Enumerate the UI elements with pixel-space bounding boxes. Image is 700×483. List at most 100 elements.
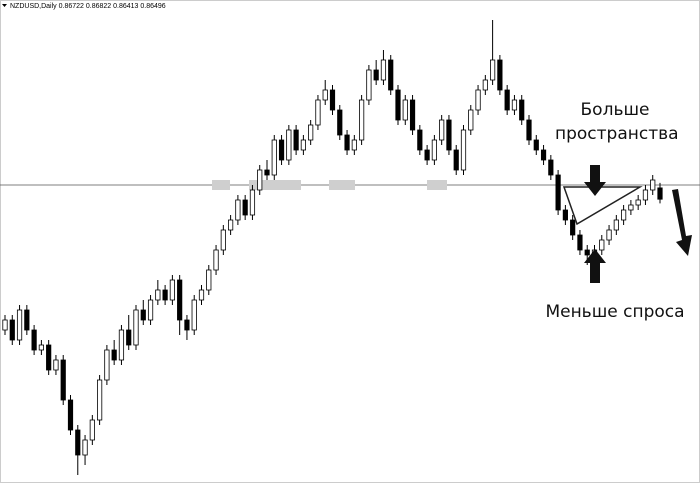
candle-body (482, 79, 488, 91)
candle-body (278, 139, 285, 161)
candle-body (417, 129, 423, 151)
candle-body (31, 329, 37, 351)
candle-body (344, 134, 350, 151)
candle-body (540, 149, 547, 161)
candle-body (599, 239, 605, 251)
candle-body (155, 289, 161, 301)
candle-body (97, 379, 103, 421)
candle-body (126, 329, 132, 346)
level-touch (427, 180, 447, 190)
candle-body (577, 234, 583, 251)
candle-body (504, 89, 510, 111)
candle-body (606, 229, 612, 241)
level-touch (329, 180, 355, 190)
candle-body (409, 99, 416, 131)
candle-body (453, 149, 459, 171)
candle-body (235, 199, 241, 221)
candle-body (118, 329, 125, 361)
candle-body (373, 69, 379, 81)
candle-body (206, 269, 212, 291)
level-touch (212, 180, 230, 190)
candle-body (322, 89, 328, 101)
candle-body (67, 399, 74, 431)
annotation: Больше пространства (555, 100, 679, 144)
candle-body (424, 149, 430, 161)
candle-body (431, 139, 437, 161)
candle-body (249, 189, 256, 216)
header-icon (2, 4, 7, 7)
candle-body (220, 229, 226, 251)
candle-body (315, 99, 321, 126)
candle-body (111, 349, 117, 361)
arrow-fall (672, 189, 692, 256)
candle-body (104, 349, 110, 381)
candle-body (439, 119, 445, 141)
candle-body (635, 199, 641, 206)
annotation: Меньше спроса (545, 302, 685, 322)
candle-body (264, 169, 270, 176)
candle-body (475, 89, 481, 111)
candle-body (490, 59, 496, 81)
candle-body (300, 139, 306, 151)
candle-body (642, 189, 649, 201)
candle-body (46, 344, 52, 371)
candle-body (242, 199, 248, 216)
candle-body (650, 179, 656, 191)
candle-body (2, 319, 8, 331)
candle-body (89, 419, 95, 441)
candle-body (53, 359, 59, 371)
candle-body (555, 174, 561, 211)
candle-body (446, 119, 452, 151)
candle-body (16, 309, 23, 341)
arrow-up (584, 249, 606, 283)
candle-body (366, 69, 372, 101)
candle-body (133, 309, 139, 346)
candle-body (9, 319, 15, 341)
candle-body (228, 219, 234, 231)
candle-body (271, 139, 277, 176)
candle-body (621, 209, 627, 221)
candle-body (380, 59, 387, 81)
candle-body (140, 309, 146, 321)
candle-body (169, 279, 175, 301)
candle-body (519, 99, 525, 121)
candle-body (337, 109, 343, 136)
arrow-down (584, 165, 606, 196)
candle-body (526, 119, 532, 141)
candle-body (395, 89, 401, 121)
candle-body (60, 359, 66, 401)
candle-body (75, 429, 81, 456)
candle-body (308, 124, 314, 141)
candle-body (191, 299, 197, 331)
candle-body (198, 289, 205, 301)
chart-title: NZDUSD,Daily 0.86722 0.86822 0.86413 0.8… (10, 3, 166, 10)
candle-body (628, 204, 634, 211)
candle-body (548, 159, 554, 176)
candle-body (533, 139, 539, 151)
candle-body (351, 139, 357, 151)
candle-body (38, 344, 44, 351)
candle-body (511, 99, 518, 111)
candle-body (584, 249, 590, 256)
candle-body (24, 309, 30, 331)
candle-body (402, 99, 408, 121)
highlights (212, 180, 447, 190)
candle-body (293, 129, 299, 151)
candle-body (497, 59, 503, 91)
candle-body (213, 249, 219, 271)
candle-body (570, 219, 576, 236)
candle-body (359, 99, 365, 141)
candle-body (147, 299, 154, 321)
candle-body (388, 59, 394, 91)
candle-body (613, 219, 619, 231)
candle-body (562, 209, 568, 221)
candle-body (82, 439, 88, 456)
level-touch (249, 180, 301, 190)
candle-body (162, 289, 168, 301)
candle-body (460, 129, 467, 171)
candle-body (177, 279, 183, 321)
candle-body (257, 169, 263, 191)
